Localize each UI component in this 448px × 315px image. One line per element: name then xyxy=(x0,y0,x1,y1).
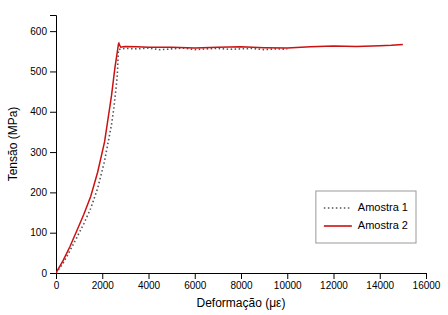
legend-label: Amostra 2 xyxy=(358,219,408,231)
tick-mark xyxy=(426,273,427,279)
tick-mark xyxy=(50,192,56,193)
tick: 400 xyxy=(30,106,56,117)
tick-label: 8000 xyxy=(230,280,253,291)
tick-mark xyxy=(334,273,335,279)
tick-label: 0 xyxy=(41,268,47,279)
legend: Amostra 1 Amostra 2 xyxy=(316,191,416,243)
tick-mark xyxy=(149,273,150,279)
y-axis: 0 100 200 300 400 500 600 xyxy=(30,16,56,279)
tick-mark xyxy=(50,71,56,72)
tick: 2000 xyxy=(92,273,115,291)
tick-label: 12000 xyxy=(320,280,348,291)
y-axis-title: Tensão (MPa) xyxy=(6,107,20,182)
tick-mark xyxy=(241,273,242,279)
tick-label: 100 xyxy=(30,227,47,238)
tick: 200 xyxy=(30,187,56,198)
legend-box xyxy=(316,191,416,243)
tick: 100 xyxy=(30,227,56,238)
tick: 0 xyxy=(54,273,60,291)
tick-label: 600 xyxy=(30,26,47,37)
tick: 10000 xyxy=(274,273,302,291)
legend-item: Amostra 2 xyxy=(324,219,408,231)
tick: 4000 xyxy=(138,273,161,291)
legend-item: Amostra 1 xyxy=(324,201,408,213)
tick: 6000 xyxy=(184,273,207,291)
tick-label: 4000 xyxy=(138,280,161,291)
tick-label: 6000 xyxy=(184,280,207,291)
tick-mark xyxy=(50,152,56,153)
tick-mark xyxy=(50,273,56,274)
tick-label: 16000 xyxy=(413,280,441,291)
chart: 0 2000 4000 6000 8000 10000 12000 14000 16000 0 10… xyxy=(0,0,448,315)
x-axis: 0 2000 4000 6000 8000 10000 12000 14000 16000 xyxy=(54,273,441,291)
tick: 14000 xyxy=(366,273,394,291)
tick-label: 300 xyxy=(30,147,47,158)
tick-mark xyxy=(195,273,196,279)
tick-mark xyxy=(50,233,56,234)
tick: 12000 xyxy=(320,273,348,291)
legend-swatch xyxy=(324,225,352,227)
legend-label: Amostra 1 xyxy=(358,201,408,213)
tick: 300 xyxy=(30,147,56,158)
tick-mark xyxy=(287,273,288,279)
tick: 600 xyxy=(30,26,56,37)
tick-label: 0 xyxy=(54,280,60,291)
axis-line xyxy=(50,16,57,274)
tick-label: 500 xyxy=(30,66,47,77)
series-line xyxy=(56,48,287,273)
tick-label: 400 xyxy=(30,106,47,117)
tick: 16000 xyxy=(413,273,441,291)
tick-mark xyxy=(102,273,103,279)
tick: 500 xyxy=(30,66,56,77)
tick: 0 xyxy=(41,268,56,279)
tick-mark xyxy=(380,273,381,279)
tick-mark xyxy=(50,112,56,113)
legend-swatch xyxy=(324,207,352,209)
tick-label: 14000 xyxy=(366,280,394,291)
tick-label: 10000 xyxy=(274,280,302,291)
tick-label: 200 xyxy=(30,187,47,198)
x-axis-title: Deformação (με) xyxy=(197,296,286,310)
tick-label: 2000 xyxy=(92,280,115,291)
plot: 0 2000 4000 6000 8000 10000 12000 14000 16000 0 10… xyxy=(30,16,441,292)
tick-mark xyxy=(50,31,56,32)
axis-line xyxy=(57,274,427,280)
tick: 8000 xyxy=(230,273,253,291)
